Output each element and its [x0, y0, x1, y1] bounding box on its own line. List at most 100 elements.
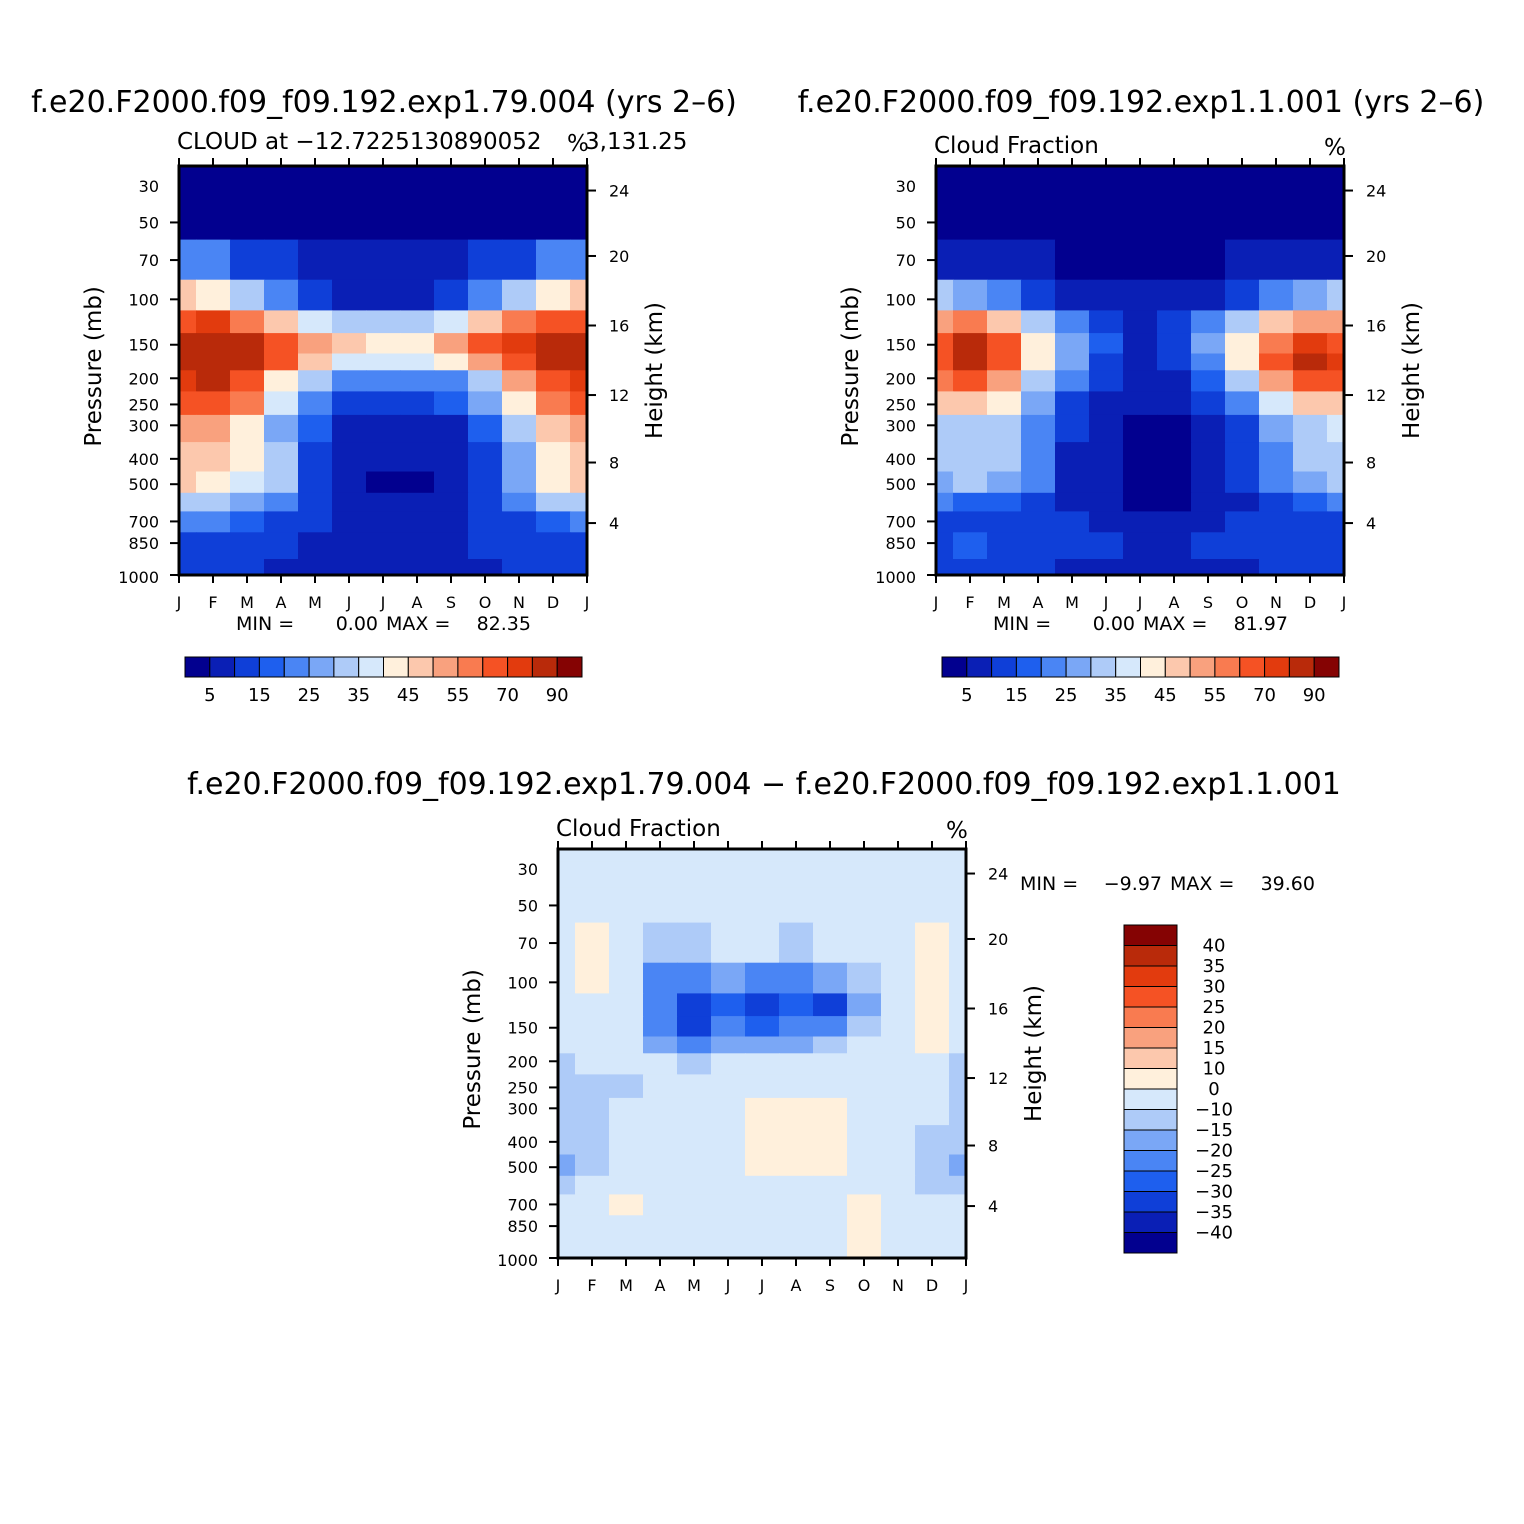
- field-cell: [558, 1125, 576, 1156]
- field-cell: [179, 353, 197, 371]
- contour-field: [936, 166, 1345, 576]
- field-cell: [1327, 279, 1345, 311]
- field-cell: [881, 1242, 916, 1259]
- field-cell: [196, 204, 231, 241]
- field-cell: [936, 370, 954, 392]
- field-cell: [881, 1036, 916, 1054]
- x-tick-label: A: [1033, 593, 1044, 612]
- field-cell: [745, 962, 780, 994]
- colorbar-swatch: [482, 656, 509, 678]
- field-cell: [1123, 166, 1158, 179]
- colorbar-label: 45: [397, 685, 420, 706]
- field-cell: [677, 1074, 712, 1099]
- x-tick-label: M: [308, 593, 322, 612]
- field-cell: [179, 310, 197, 334]
- pressure-tick-label: 850: [128, 534, 159, 553]
- pressure-tick-label: 200: [885, 369, 916, 388]
- field-cell: [179, 391, 197, 416]
- colorbar-label: 15: [1203, 1038, 1226, 1059]
- field-cell: [570, 178, 588, 206]
- field-cell: [1123, 471, 1158, 494]
- field-cell: [1293, 310, 1328, 334]
- pressure-tick-label: 100: [128, 290, 159, 309]
- field-cell: [558, 1175, 576, 1195]
- field-cell: [936, 492, 954, 512]
- field-cell: [502, 370, 537, 392]
- field-cell: [179, 492, 197, 512]
- height-tick-label: 8: [609, 454, 619, 473]
- field-cell: [936, 310, 954, 334]
- field-cell: [609, 922, 644, 964]
- field-cell: [575, 922, 610, 964]
- field-cell: [1021, 333, 1056, 355]
- field-cell: [915, 1036, 950, 1054]
- x-tick-label: A: [791, 1276, 802, 1295]
- field-cell: [813, 962, 848, 994]
- pressure-tick-label: 250: [128, 395, 159, 414]
- x-tick-label: A: [655, 1276, 666, 1295]
- field-cell: [711, 1194, 746, 1216]
- x-tick-label: J: [1137, 593, 1143, 612]
- y2-axis-label: Height (km): [1399, 302, 1425, 439]
- colorbar-swatch: [1264, 656, 1290, 678]
- field-cell: [915, 1215, 950, 1243]
- x-tick-label: F: [587, 1276, 596, 1295]
- field-cell: [677, 887, 712, 924]
- x-tick-label: J: [346, 593, 352, 612]
- field-cell: [745, 1215, 780, 1243]
- field-cell: [1123, 370, 1158, 392]
- field-cell: [1259, 442, 1294, 473]
- field-cell: [1123, 391, 1158, 416]
- colorbar-label: 70: [1253, 685, 1276, 706]
- field-cell: [366, 442, 401, 473]
- height-tick-label: 20: [1366, 247, 1386, 266]
- field-cell: [1327, 391, 1345, 416]
- field-cell: [332, 442, 367, 473]
- field-cell: [609, 849, 644, 862]
- field-cell: [1021, 414, 1056, 443]
- field-cell: [264, 310, 299, 334]
- field-cell: [1055, 178, 1090, 206]
- field-cell: [1225, 442, 1260, 473]
- field-cell: [366, 279, 401, 311]
- field-cell: [1259, 279, 1294, 311]
- field-cell: [677, 1154, 712, 1177]
- min-label: MIN =: [236, 613, 294, 635]
- colorbar-swatch: [1239, 656, 1266, 678]
- field-cell: [1089, 333, 1124, 355]
- field-cell: [264, 333, 299, 355]
- field-cell: [502, 492, 537, 512]
- field-cell: [1293, 442, 1328, 473]
- height-tick-label: 4: [1366, 514, 1376, 533]
- field-cell: [643, 1097, 678, 1126]
- field-cell: [1089, 310, 1124, 334]
- colorbar-swatch: [283, 656, 310, 678]
- field-cell: [1157, 333, 1192, 355]
- field-cell: [1055, 370, 1090, 392]
- min-label: MIN =: [993, 613, 1051, 635]
- x-tick-label: J: [584, 593, 590, 612]
- field-cell: [881, 1175, 916, 1195]
- field-cell: [711, 861, 746, 889]
- height-tick-label: 16: [1366, 317, 1386, 336]
- field-cell: [196, 310, 231, 334]
- colorbar-swatch: [941, 656, 968, 678]
- colorbar-swatch: [1123, 1211, 1178, 1233]
- field-cell: [847, 1194, 882, 1216]
- field-cell: [1055, 442, 1090, 473]
- field-cell: [1225, 471, 1260, 494]
- field-cell: [936, 414, 954, 443]
- field-cell: [332, 414, 367, 443]
- field-cell: [298, 442, 333, 473]
- x-tick-label: J: [380, 593, 386, 612]
- field-cell: [575, 1074, 610, 1099]
- colorbar-label: 35: [1203, 956, 1226, 977]
- field-cell: [468, 559, 503, 576]
- field-cell: [434, 353, 469, 371]
- x-tick-label: N: [513, 593, 525, 612]
- field-cell: [711, 922, 746, 964]
- field-cell: [264, 492, 299, 512]
- max-label: MAX =: [1143, 613, 1207, 635]
- field-cell: [881, 1097, 916, 1126]
- colorbar-swatch: [1189, 656, 1216, 678]
